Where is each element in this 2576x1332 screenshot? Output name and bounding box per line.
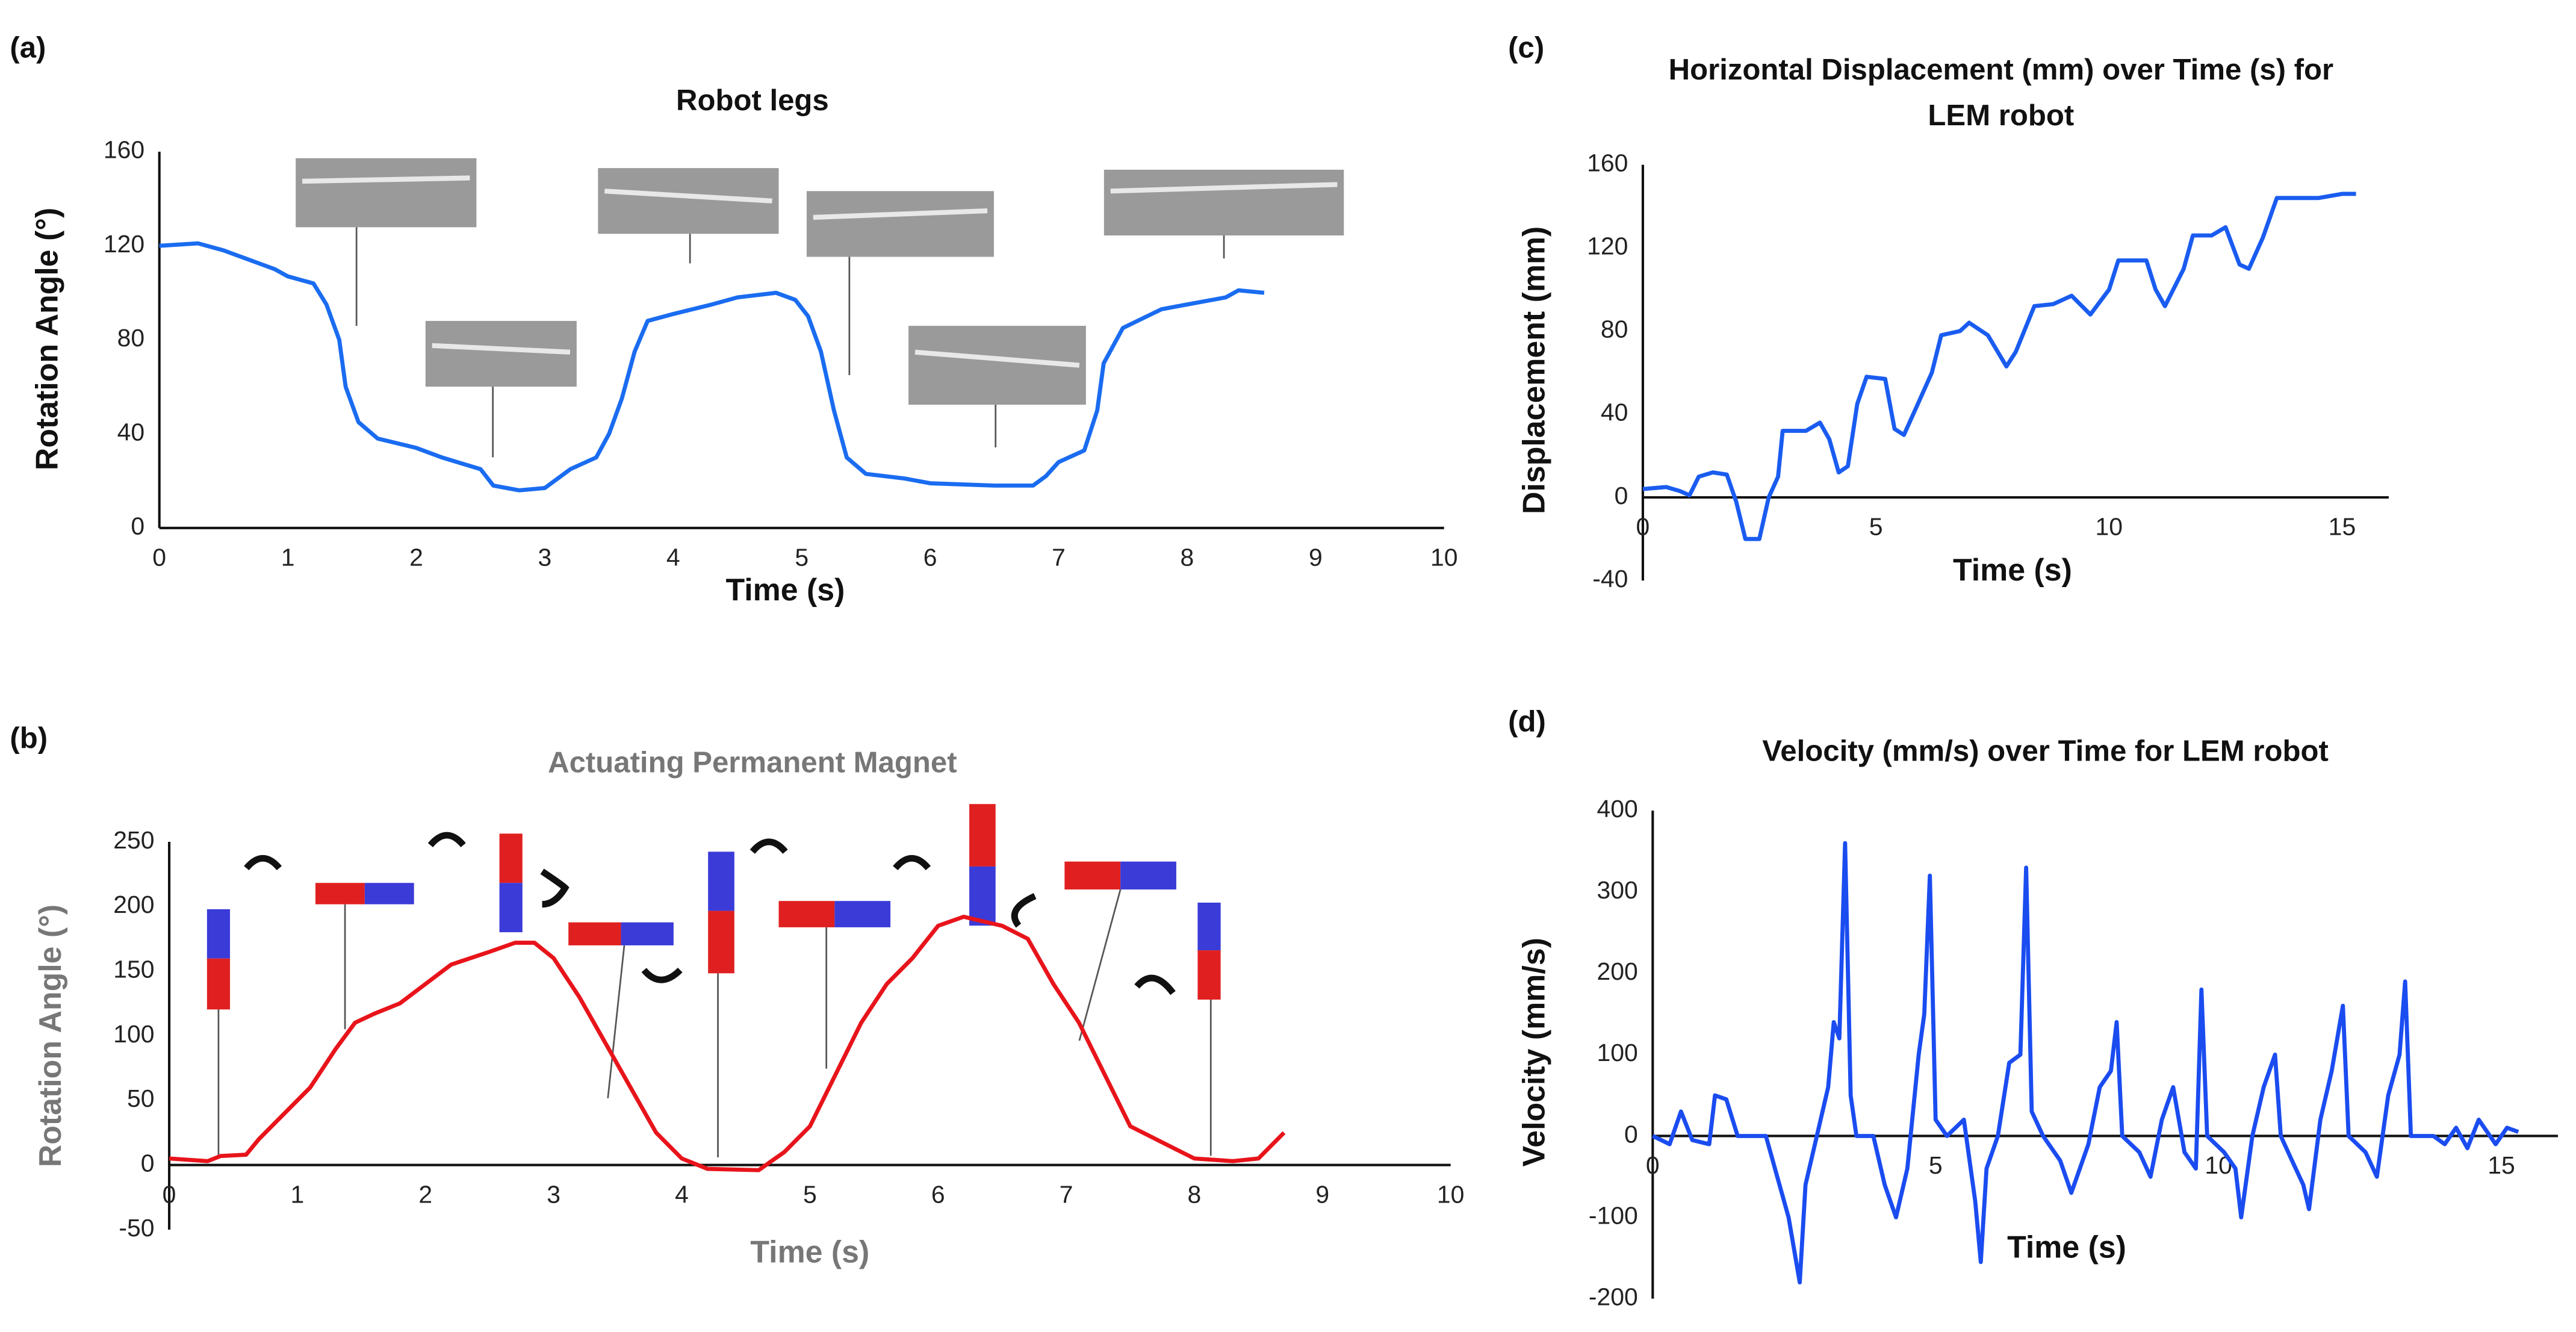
data-line bbox=[1642, 191, 2356, 541]
chart-title: Robot legs bbox=[676, 84, 829, 117]
photo-insets bbox=[296, 158, 1344, 458]
x-tick-label: 9 bbox=[1309, 543, 1323, 571]
x-tick-label: 10 bbox=[2096, 513, 2123, 541]
x-tick-label: 8 bbox=[1181, 543, 1194, 571]
photo bbox=[806, 191, 995, 257]
chart-title: Horizontal Displacement (mm) over Time (… bbox=[1668, 53, 2334, 132]
y-tick-label: 80 bbox=[1601, 316, 1628, 343]
x-axis-title: Time (s) bbox=[1953, 552, 2072, 587]
y-tick-label: 120 bbox=[1587, 232, 1628, 260]
x-tick-label: 0 bbox=[1646, 1151, 1660, 1179]
photo bbox=[1103, 169, 1344, 236]
y-axis-title: Rotation Angle (°) bbox=[29, 208, 64, 470]
x-tick-label: 3 bbox=[538, 543, 552, 571]
panel: (a) Robot legs 0 40 80 120 160 0 1 2 3 4 5 6 7 8 9 10 Time… bbox=[10, 32, 1457, 607]
y-tick-label: 160 bbox=[1587, 149, 1628, 176]
x-tick-label: 15 bbox=[2329, 513, 2356, 541]
y-tick-label: 0 bbox=[141, 1150, 155, 1177]
y-tick-label: 200 bbox=[1597, 957, 1637, 985]
y-tick-label: 400 bbox=[1597, 795, 1637, 823]
x-tick-label: 4 bbox=[675, 1180, 689, 1208]
x-tick-label: 1 bbox=[291, 1180, 305, 1208]
chart-title: Velocity (mm/s) over Time for LEM robot bbox=[1762, 735, 2329, 768]
photo bbox=[296, 158, 477, 228]
panel: (c) Horizontal Displacement (mm) over Tim… bbox=[1508, 32, 2389, 593]
y-tick-label: 0 bbox=[1615, 482, 1628, 509]
data-line bbox=[169, 915, 1286, 1172]
x-tick-label: 5 bbox=[803, 1180, 817, 1208]
data-line bbox=[1651, 841, 2519, 1285]
x-tick-label: 6 bbox=[923, 543, 937, 571]
x-tick-label: 6 bbox=[931, 1180, 945, 1208]
panel: (b)Actuating Permanent Magnet-5005010015… bbox=[10, 722, 1464, 1269]
panel-label: (b) bbox=[10, 722, 48, 755]
y-tick-label: 200 bbox=[113, 891, 154, 918]
y-tick-label: 150 bbox=[113, 955, 154, 983]
x-tick-label: 0 bbox=[163, 1180, 176, 1208]
y-tick-label: 250 bbox=[113, 826, 154, 854]
y-tick-label: 50 bbox=[127, 1085, 155, 1112]
y-tick-label: 120 bbox=[104, 230, 144, 258]
x-axis-title: Time (s) bbox=[750, 1234, 869, 1269]
x-tick-label: 7 bbox=[1060, 1180, 1073, 1208]
x-tick-label: 9 bbox=[1315, 1180, 1329, 1208]
x-tick-label: 0 bbox=[1636, 513, 1650, 541]
y-tick-label: 0 bbox=[131, 512, 144, 540]
x-tick-label: 5 bbox=[1869, 513, 1883, 541]
y-tick-label: 80 bbox=[117, 324, 145, 352]
y-tick-label: -50 bbox=[119, 1214, 154, 1242]
y-axis-title: Rotation Angle (°) bbox=[33, 904, 67, 1167]
x-tick-label: 4 bbox=[666, 543, 680, 571]
x-tick-label: 8 bbox=[1188, 1180, 1202, 1208]
x-axis-title: Time (s) bbox=[2007, 1229, 2126, 1264]
x-tick-label: 5 bbox=[795, 543, 808, 571]
x-tick-label: 2 bbox=[418, 1180, 432, 1208]
y-axis-title: Displacement (mm) bbox=[1516, 226, 1551, 514]
y-tick-label: 0 bbox=[1624, 1120, 1638, 1148]
x-tick-label: 10 bbox=[1437, 1180, 1465, 1208]
y-tick-label: 40 bbox=[117, 418, 145, 446]
x-tick-label: 1 bbox=[281, 543, 295, 571]
x-tick-label: 5 bbox=[1929, 1151, 1943, 1179]
magnet-insets bbox=[206, 804, 1221, 1157]
y-tick-label: -100 bbox=[1589, 1201, 1638, 1229]
panel-label: (d) bbox=[1508, 705, 1546, 738]
y-tick-label: -200 bbox=[1589, 1283, 1638, 1310]
y-tick-label: 100 bbox=[1597, 1039, 1637, 1066]
y-tick-label: 160 bbox=[104, 136, 144, 164]
panel-label: (c) bbox=[1508, 32, 1544, 64]
x-tick-label: 2 bbox=[409, 543, 423, 571]
x-tick-label: 10 bbox=[1430, 543, 1458, 571]
data-line bbox=[159, 241, 1265, 493]
y-tick-label: 300 bbox=[1597, 876, 1637, 904]
x-tick-label: 0 bbox=[152, 543, 166, 571]
x-tick-label: 7 bbox=[1052, 543, 1066, 571]
y-axis-title: Velocity (mm/s) bbox=[1516, 938, 1551, 1166]
chart-title-box: Horizontal Displacement (mm) over Time (… bbox=[1668, 53, 2334, 132]
y-tick-label: -40 bbox=[1592, 565, 1628, 593]
chart-title: Actuating Permanent Magnet bbox=[548, 747, 957, 779]
y-tick-label: 100 bbox=[113, 1020, 154, 1048]
x-axis-title: Time (s) bbox=[726, 572, 845, 607]
x-tick-label: 15 bbox=[2488, 1151, 2515, 1179]
panel-label: (a) bbox=[10, 32, 46, 64]
photo bbox=[425, 320, 577, 387]
panel: (d) Velocity (mm/s) over Time for LEM rob… bbox=[1508, 705, 2558, 1310]
x-tick-label: 3 bbox=[547, 1180, 560, 1208]
y-tick-label: 40 bbox=[1601, 399, 1628, 426]
